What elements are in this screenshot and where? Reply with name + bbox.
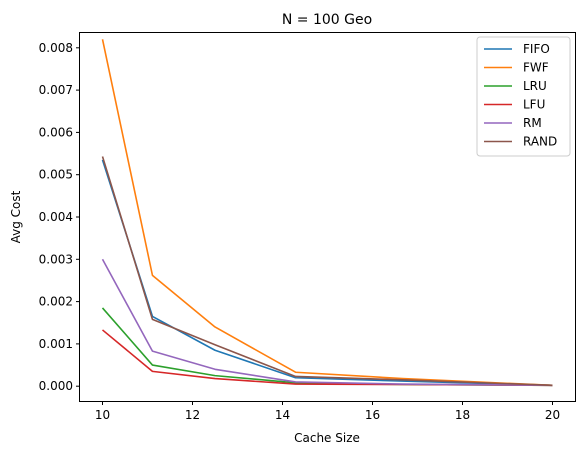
y-tick-label: 0.008 xyxy=(39,41,73,55)
x-tick-label: 16 xyxy=(365,408,380,422)
x-tick-label: 14 xyxy=(275,408,290,422)
chart-title: N = 100 Geo xyxy=(282,12,372,28)
legend-label-lfu: LFU xyxy=(523,98,545,112)
series-line-rm xyxy=(101,258,553,387)
x-tick-label: 18 xyxy=(455,408,470,422)
legend: FIFO FWF LRU LFU RM RAND xyxy=(476,36,571,157)
series-line-fifo xyxy=(101,159,553,387)
plot-area xyxy=(101,39,553,387)
y-tick-label: 0.004 xyxy=(39,210,73,224)
legend-label-rand: RAND xyxy=(523,135,557,149)
y-tick-label: 0.007 xyxy=(39,83,73,97)
series-line-fwf xyxy=(101,39,553,387)
series-line-rand xyxy=(101,156,553,387)
legend-label-fifo: FIFO xyxy=(523,42,550,56)
x-tick-label: 20 xyxy=(545,408,560,422)
x-axis-label: Cache Size xyxy=(294,431,360,445)
x-tick-label: 10 xyxy=(95,408,110,422)
legend-label-lru: LRU xyxy=(523,79,547,93)
y-tick-label: 0.006 xyxy=(39,125,73,139)
y-tick-label: 0.002 xyxy=(39,295,73,309)
y-tick-label: 0.001 xyxy=(39,337,73,351)
y-tick-label: 0.000 xyxy=(39,379,73,393)
legend-label-rm: RM xyxy=(523,116,542,130)
x-axis-ticks: 10 12 14 16 18 20 xyxy=(95,401,560,422)
y-tick-label: 0.005 xyxy=(39,168,73,182)
y-tick-label: 0.003 xyxy=(39,252,73,266)
y-axis-ticks: 0.000 0.001 0.002 0.003 0.004 0.005 0.006 0.007… xyxy=(39,41,80,393)
x-tick-label: 12 xyxy=(185,408,200,422)
y-axis-label: Avg Cost xyxy=(9,190,23,243)
legend-label-fwf: FWF xyxy=(523,61,549,75)
